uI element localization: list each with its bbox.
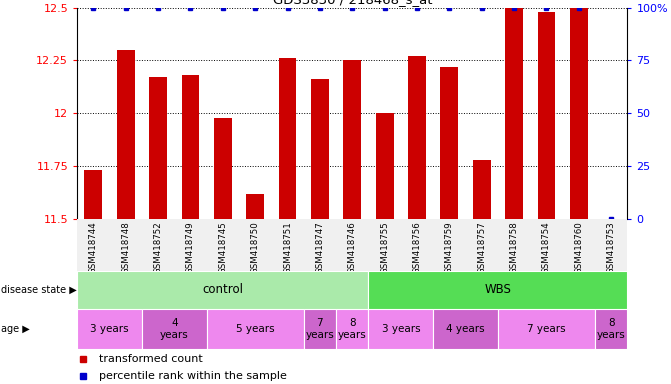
Bar <box>376 113 393 219</box>
Bar <box>440 67 458 219</box>
Text: 4 years: 4 years <box>446 324 485 334</box>
Bar <box>368 271 627 309</box>
Bar <box>278 58 297 219</box>
Text: GSM418760: GSM418760 <box>574 222 583 274</box>
Bar <box>595 309 627 349</box>
Text: GSM418746: GSM418746 <box>348 222 357 274</box>
Bar <box>408 56 426 219</box>
Bar <box>505 8 523 219</box>
Text: 7
years: 7 years <box>305 318 334 340</box>
Bar <box>149 78 167 219</box>
Bar <box>182 75 199 219</box>
Text: GSM418756: GSM418756 <box>413 222 421 274</box>
Text: GSM418753: GSM418753 <box>607 222 616 274</box>
Text: WBS: WBS <box>484 283 511 296</box>
Text: GSM418745: GSM418745 <box>218 222 227 274</box>
Bar <box>498 309 595 349</box>
Text: GSM418754: GSM418754 <box>542 222 551 274</box>
Bar <box>207 309 304 349</box>
Bar <box>85 170 102 219</box>
Bar <box>246 194 264 219</box>
Bar <box>214 118 231 219</box>
Bar <box>77 271 368 309</box>
Bar <box>344 61 361 219</box>
Bar <box>368 309 433 349</box>
Bar <box>433 309 498 349</box>
Text: percentile rank within the sample: percentile rank within the sample <box>99 371 287 381</box>
Title: GDS3830 / 218468_s_at: GDS3830 / 218468_s_at <box>272 0 432 7</box>
Text: GSM418750: GSM418750 <box>251 222 260 274</box>
Text: GSM418749: GSM418749 <box>186 222 195 274</box>
Bar <box>117 50 135 219</box>
Text: 4
years: 4 years <box>160 318 189 340</box>
Text: 3 years: 3 years <box>90 324 129 334</box>
Text: age ▶: age ▶ <box>1 324 30 334</box>
Bar <box>473 160 491 219</box>
Text: 5 years: 5 years <box>236 324 274 334</box>
Bar <box>336 309 368 349</box>
Bar <box>142 309 207 349</box>
Text: control: control <box>203 283 244 296</box>
Text: GSM418752: GSM418752 <box>154 222 162 274</box>
Bar <box>537 12 556 219</box>
Text: 8
years: 8 years <box>597 318 625 340</box>
Bar <box>304 309 336 349</box>
Bar <box>311 79 329 219</box>
Text: GSM418757: GSM418757 <box>477 222 486 274</box>
Text: 8
years: 8 years <box>338 318 366 340</box>
Text: GSM418748: GSM418748 <box>121 222 130 274</box>
Text: 3 years: 3 years <box>382 324 420 334</box>
Text: disease state ▶: disease state ▶ <box>1 285 77 295</box>
Text: GSM418744: GSM418744 <box>89 222 98 274</box>
Text: transformed count: transformed count <box>99 354 203 364</box>
Text: GSM418751: GSM418751 <box>283 222 292 274</box>
Bar <box>77 309 142 349</box>
Text: GSM418758: GSM418758 <box>509 222 519 274</box>
Text: 7 years: 7 years <box>527 324 566 334</box>
Text: GSM418759: GSM418759 <box>445 222 454 274</box>
Text: GSM418755: GSM418755 <box>380 222 389 274</box>
Text: GSM418747: GSM418747 <box>315 222 324 274</box>
Bar <box>570 8 588 219</box>
